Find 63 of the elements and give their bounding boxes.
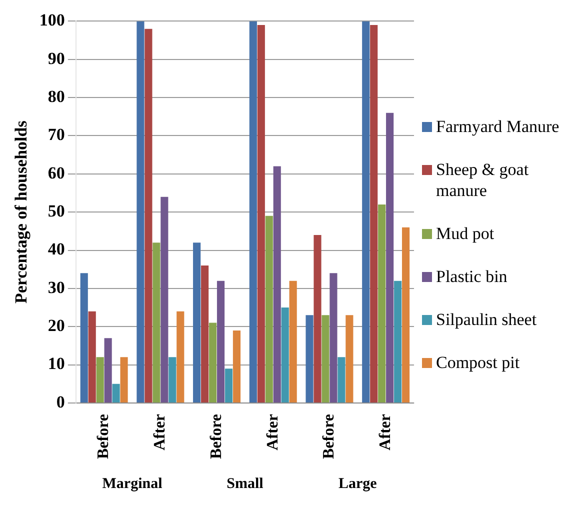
bar xyxy=(193,242,201,402)
bar xyxy=(120,357,128,402)
y-tick-label: 10 xyxy=(48,354,65,374)
legend-label: Sheep & goat manure xyxy=(436,158,530,200)
bar xyxy=(88,311,96,402)
bar xyxy=(80,273,88,402)
bar xyxy=(104,338,112,402)
bar xyxy=(144,28,152,402)
text: Marginal xyxy=(102,476,162,492)
bar xyxy=(330,273,338,402)
y-tick-label: 90 xyxy=(48,48,65,68)
y-tick-label: 0 xyxy=(56,392,65,412)
y-tick-label: 50 xyxy=(48,201,65,220)
x-tick-label: After xyxy=(376,414,394,450)
y-tick-label: 80 xyxy=(48,86,65,106)
bar xyxy=(394,280,402,402)
y-tick-label: 30 xyxy=(48,278,65,297)
text: Large xyxy=(338,476,378,492)
bar xyxy=(378,204,386,402)
bar xyxy=(322,315,330,402)
bar xyxy=(232,330,241,402)
bar xyxy=(136,21,144,402)
bar xyxy=(314,235,322,402)
legend-label: Silpaulin sheet xyxy=(436,308,537,330)
bar xyxy=(386,112,394,402)
bar xyxy=(362,21,370,402)
x-tick-label: Before xyxy=(320,414,338,459)
bar xyxy=(176,311,184,402)
bar xyxy=(168,357,176,402)
bar xyxy=(216,280,225,402)
legend-label: Mud pot xyxy=(436,222,494,244)
x-tick-label: Before xyxy=(208,414,225,459)
bar xyxy=(306,315,314,402)
bar xyxy=(201,266,209,402)
bar xyxy=(265,216,273,402)
bar xyxy=(402,227,410,402)
bar xyxy=(289,280,297,402)
bar xyxy=(370,25,378,402)
x-tick-label: After xyxy=(152,414,169,450)
bar xyxy=(281,308,289,402)
y-tick-label: 100 xyxy=(39,10,65,30)
bar xyxy=(249,21,257,402)
bar xyxy=(160,196,168,402)
y-axis-title: Percentage of households xyxy=(12,120,31,304)
legend-label: Farmyard Manure xyxy=(436,116,560,136)
bar xyxy=(96,357,104,402)
bar xyxy=(208,322,217,402)
bar xyxy=(338,357,346,402)
bar xyxy=(152,242,160,402)
y-tick-label: 20 xyxy=(48,316,65,336)
y-tick-label: 60 xyxy=(48,163,65,182)
bar xyxy=(273,166,281,402)
x-tick-label: Before xyxy=(95,414,112,459)
y-tick-label: 70 xyxy=(48,125,65,144)
bar xyxy=(112,384,120,402)
legend-label: Compost pit xyxy=(436,352,520,372)
text: Small xyxy=(226,476,264,492)
bar xyxy=(257,25,265,402)
legend-label: Plastic bin xyxy=(436,266,508,286)
x-tick-label: After xyxy=(264,414,282,450)
y-tick-label: 40 xyxy=(48,240,65,259)
bar xyxy=(224,368,233,402)
bar xyxy=(346,315,354,402)
